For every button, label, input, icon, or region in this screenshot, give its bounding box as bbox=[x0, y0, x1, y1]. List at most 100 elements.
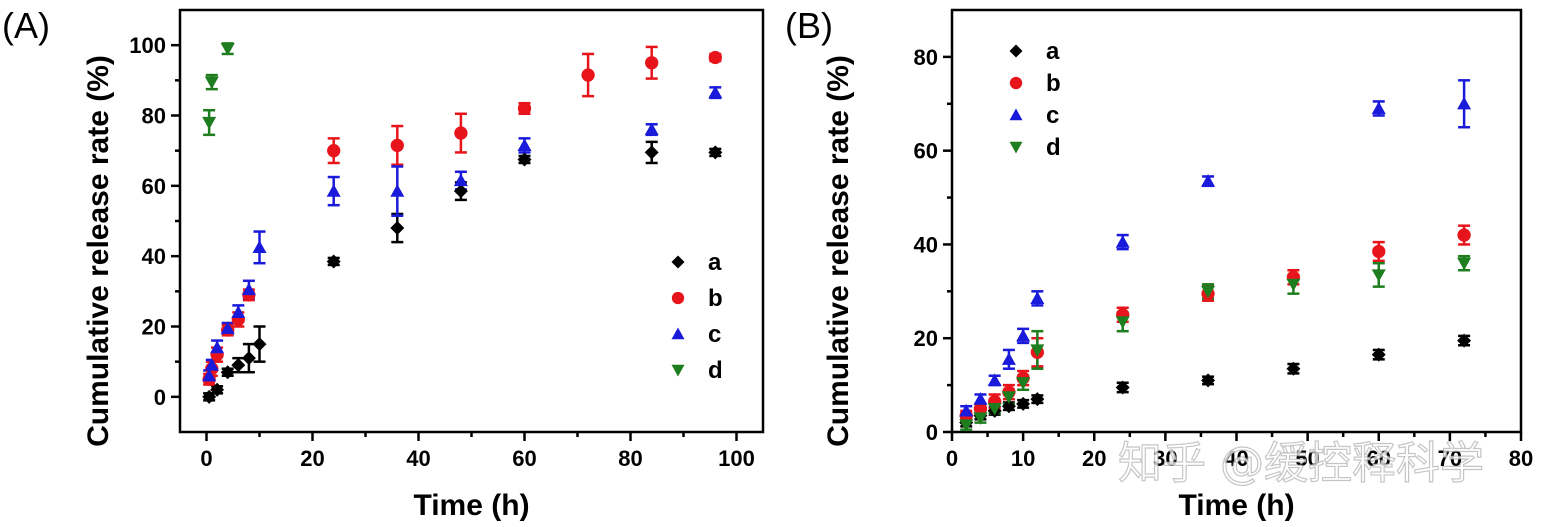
panel-a: 0 20 40 60 80 100 0 20 40 60 80 100 Time (h) Cumulati… bbox=[2, 5, 765, 522]
data-point-c bbox=[517, 138, 532, 151]
data-point-c bbox=[987, 373, 1002, 387]
legend-marker-a bbox=[1009, 44, 1023, 58]
data-point-c bbox=[1030, 291, 1045, 304]
legend-item-a: a bbox=[708, 249, 722, 276]
data-point-c bbox=[241, 282, 256, 296]
data-point-a bbox=[220, 365, 235, 380]
y-tick-label: 100 bbox=[129, 33, 166, 58]
data-point-c bbox=[1457, 96, 1472, 110]
data-point-c bbox=[390, 184, 405, 197]
data-point-d bbox=[959, 419, 974, 432]
x-tick-label: 80 bbox=[618, 446, 642, 471]
watermark-text: 知乎 @缓控释科学 bbox=[1118, 438, 1484, 489]
data-point-d bbox=[204, 76, 219, 90]
legend-label: c bbox=[1046, 102, 1059, 129]
y-axis-title: Cumulative release rate (%) bbox=[82, 55, 115, 447]
legend-label: b bbox=[1046, 70, 1061, 97]
data-point-d bbox=[1030, 344, 1045, 357]
y-tick-label: 20 bbox=[914, 326, 938, 351]
legend-marker-d bbox=[671, 364, 685, 377]
data-point-c bbox=[204, 358, 219, 371]
data-point-d bbox=[1201, 285, 1216, 299]
series-b bbox=[203, 45, 722, 386]
x-axis-title: Time (h) bbox=[1178, 489, 1294, 522]
data-point-a bbox=[202, 389, 217, 404]
data-point-c bbox=[959, 403, 974, 417]
data-point-d bbox=[1016, 377, 1031, 390]
data-point-c bbox=[1371, 101, 1386, 115]
y-tick-label: 20 bbox=[142, 315, 166, 340]
x-tick-label: 0 bbox=[946, 446, 958, 471]
data-point-b bbox=[327, 144, 341, 158]
data-point-b bbox=[581, 68, 595, 82]
x-tick-label: 60 bbox=[1367, 446, 1391, 471]
data-point-a bbox=[517, 152, 532, 167]
series-b bbox=[960, 224, 1471, 422]
data-point-c bbox=[1201, 174, 1216, 187]
data-point-c bbox=[210, 340, 225, 354]
data-point-c bbox=[231, 305, 246, 319]
legend-label: d bbox=[708, 357, 723, 384]
y-axis-title: Cumulative release rate (%) bbox=[822, 55, 855, 447]
legend-label: d bbox=[1046, 134, 1061, 161]
data-point-a bbox=[1457, 333, 1472, 348]
panel-label: (A) bbox=[2, 5, 50, 46]
data-point-c bbox=[973, 392, 988, 405]
legend-marker-c bbox=[671, 327, 685, 340]
data-point-b bbox=[1457, 228, 1471, 242]
x-tick-label: 100 bbox=[718, 446, 755, 471]
data-point-a bbox=[1016, 396, 1031, 411]
data-point-c bbox=[453, 173, 468, 187]
x-tick-label: 0 bbox=[200, 446, 212, 471]
data-point-a bbox=[1371, 347, 1386, 362]
data-point-a bbox=[231, 358, 246, 373]
y-tick-label: 40 bbox=[914, 232, 938, 257]
data-point-b bbox=[390, 138, 404, 153]
data-point-c bbox=[202, 368, 217, 382]
data-point-a bbox=[1001, 399, 1016, 414]
data-point-c bbox=[326, 184, 341, 197]
legend-marker-c bbox=[1009, 108, 1023, 121]
x-tick-label: 30 bbox=[1153, 446, 1177, 471]
data-point-d bbox=[973, 412, 988, 425]
data-point-a bbox=[326, 254, 341, 269]
y-tick-label: 60 bbox=[914, 139, 938, 164]
legend-item-b: b bbox=[708, 285, 723, 312]
data-point-a bbox=[1115, 380, 1130, 395]
data-point-c bbox=[708, 85, 723, 99]
data-point-a bbox=[453, 184, 468, 199]
data-point-a bbox=[1201, 373, 1216, 388]
y-tick-label: 0 bbox=[926, 420, 938, 445]
data-point-b bbox=[973, 401, 988, 416]
y-tick-label: 0 bbox=[154, 385, 166, 410]
data-point-b bbox=[708, 50, 722, 65]
legend-marker-a bbox=[671, 255, 685, 269]
legend-item-a: a bbox=[1046, 38, 1060, 65]
legend-item-b: b bbox=[1046, 70, 1061, 97]
data-point-c bbox=[1016, 328, 1031, 342]
data-point-d bbox=[220, 43, 235, 56]
legend-marker-b bbox=[671, 291, 685, 305]
legend-item-c: c bbox=[708, 321, 721, 348]
data-point-b bbox=[1372, 244, 1386, 259]
data-point-a bbox=[252, 337, 267, 352]
data-point-c bbox=[252, 240, 267, 253]
data-point-a bbox=[241, 351, 256, 366]
x-tick-label: 60 bbox=[512, 446, 536, 471]
data-point-d bbox=[1001, 391, 1016, 404]
legend-marker-b bbox=[1009, 76, 1023, 90]
data-point-b bbox=[645, 56, 659, 70]
x-tick-label: 20 bbox=[300, 446, 324, 471]
data-point-d bbox=[202, 116, 217, 130]
data-point-d bbox=[1115, 316, 1130, 329]
x-tick-label: 40 bbox=[406, 446, 430, 471]
panel-label: (B) bbox=[785, 5, 833, 46]
x-tick-label: 10 bbox=[1011, 446, 1035, 471]
data-point-d bbox=[987, 402, 1002, 416]
data-point-a bbox=[708, 145, 723, 160]
data-point-d bbox=[1457, 257, 1472, 271]
y-tick-label: 80 bbox=[142, 104, 166, 129]
